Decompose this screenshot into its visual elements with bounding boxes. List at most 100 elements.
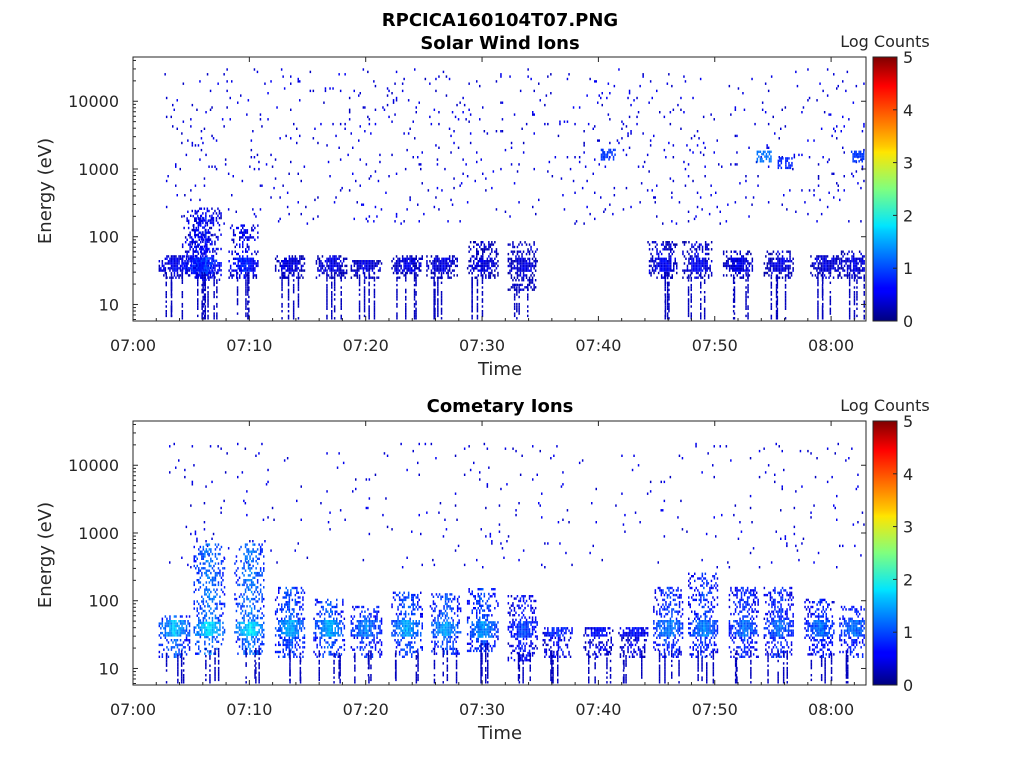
cluster-count bbox=[279, 262, 281, 265]
tail-count bbox=[405, 276, 407, 280]
tail-count bbox=[216, 291, 218, 294]
cluster-count bbox=[254, 260, 256, 263]
hotspot-count bbox=[863, 150, 865, 153]
cluster-count bbox=[725, 260, 728, 263]
cluster-count bbox=[208, 209, 210, 213]
tail-count bbox=[476, 302, 479, 306]
tail-count bbox=[281, 276, 283, 280]
cluster-count bbox=[192, 264, 194, 268]
cluster-count bbox=[206, 262, 209, 265]
background-count bbox=[283, 87, 286, 90]
cluster-count bbox=[236, 274, 238, 277]
background-count bbox=[169, 471, 171, 474]
background-count bbox=[181, 132, 183, 135]
background-count bbox=[348, 111, 351, 114]
tail-count bbox=[170, 312, 173, 315]
cluster-count bbox=[237, 257, 239, 260]
tail-count bbox=[471, 272, 473, 275]
tail-count bbox=[358, 305, 361, 308]
cluster-count bbox=[391, 260, 393, 263]
cluster-count bbox=[512, 250, 514, 253]
tail-count bbox=[776, 298, 779, 301]
cluster-count bbox=[172, 620, 174, 623]
cluster-count bbox=[518, 269, 520, 272]
background-count bbox=[819, 82, 821, 85]
cluster-count bbox=[766, 262, 769, 265]
cluster-count bbox=[377, 276, 380, 279]
colorbar-tick-label: 4 bbox=[903, 101, 913, 120]
cluster-count bbox=[483, 245, 486, 249]
background-count bbox=[843, 151, 845, 154]
tail-count bbox=[668, 317, 670, 320]
tail-count bbox=[700, 291, 702, 294]
tail-count bbox=[181, 281, 184, 284]
tail-count bbox=[481, 286, 484, 289]
cluster-count bbox=[374, 262, 377, 265]
cluster-count bbox=[516, 283, 519, 287]
cluster-count bbox=[205, 250, 207, 253]
cluster-count bbox=[438, 264, 440, 268]
background-count bbox=[447, 220, 449, 223]
tail-count bbox=[368, 307, 370, 310]
background-count bbox=[454, 115, 457, 119]
cluster-count bbox=[299, 269, 301, 272]
cluster-count bbox=[739, 252, 741, 256]
background-count bbox=[459, 220, 461, 223]
cluster-count bbox=[730, 274, 732, 277]
cluster-count bbox=[691, 250, 693, 253]
cluster-count bbox=[513, 260, 516, 263]
cluster-count bbox=[701, 260, 704, 263]
cluster-count bbox=[860, 257, 862, 260]
tail-count bbox=[863, 283, 865, 287]
background-count bbox=[165, 179, 168, 183]
tail-count bbox=[368, 293, 370, 296]
cluster-count bbox=[194, 240, 196, 243]
tail-count bbox=[197, 293, 199, 296]
cluster-count bbox=[533, 267, 535, 270]
cluster-count bbox=[510, 264, 513, 268]
tail-count bbox=[664, 310, 666, 313]
tail-count bbox=[287, 298, 290, 301]
tail-count bbox=[437, 281, 439, 284]
tail-count bbox=[518, 305, 520, 308]
cluster-count bbox=[698, 267, 701, 270]
cluster-count bbox=[179, 264, 182, 268]
tail-count bbox=[297, 317, 300, 320]
cluster-count bbox=[178, 274, 180, 277]
tail-count bbox=[396, 293, 398, 296]
background-count bbox=[757, 184, 759, 187]
cluster-count bbox=[212, 254, 215, 258]
cluster-count bbox=[476, 276, 478, 279]
background-count bbox=[860, 186, 862, 190]
background-count bbox=[566, 120, 569, 123]
cluster-count bbox=[522, 264, 525, 268]
cluster-count bbox=[683, 269, 686, 272]
cluster-count bbox=[194, 243, 196, 246]
hotspot-count bbox=[762, 160, 765, 163]
tail-count bbox=[182, 676, 185, 679]
cluster-count bbox=[200, 222, 202, 225]
cluster-count bbox=[243, 229, 245, 232]
tail-count bbox=[216, 312, 218, 315]
hotspot-count bbox=[785, 159, 787, 162]
cluster-count bbox=[199, 271, 201, 274]
tail-count bbox=[775, 312, 778, 315]
background-count bbox=[601, 103, 603, 107]
hotspot-count bbox=[855, 153, 857, 156]
cluster-count bbox=[212, 250, 214, 253]
cluster-count bbox=[739, 267, 741, 270]
cluster-count bbox=[722, 250, 725, 253]
cluster-count bbox=[197, 262, 200, 265]
tail-count bbox=[363, 298, 366, 301]
tail-count bbox=[664, 317, 666, 320]
tail-count bbox=[170, 283, 173, 287]
cluster-count bbox=[769, 257, 772, 260]
cluster-count bbox=[220, 264, 222, 267]
cluster-count bbox=[329, 262, 331, 265]
cluster-count bbox=[358, 264, 360, 268]
cluster-count bbox=[185, 627, 188, 630]
cluster-count bbox=[698, 248, 701, 251]
background-count bbox=[775, 530, 777, 533]
tail-count bbox=[281, 317, 283, 320]
background-count bbox=[250, 156, 253, 159]
